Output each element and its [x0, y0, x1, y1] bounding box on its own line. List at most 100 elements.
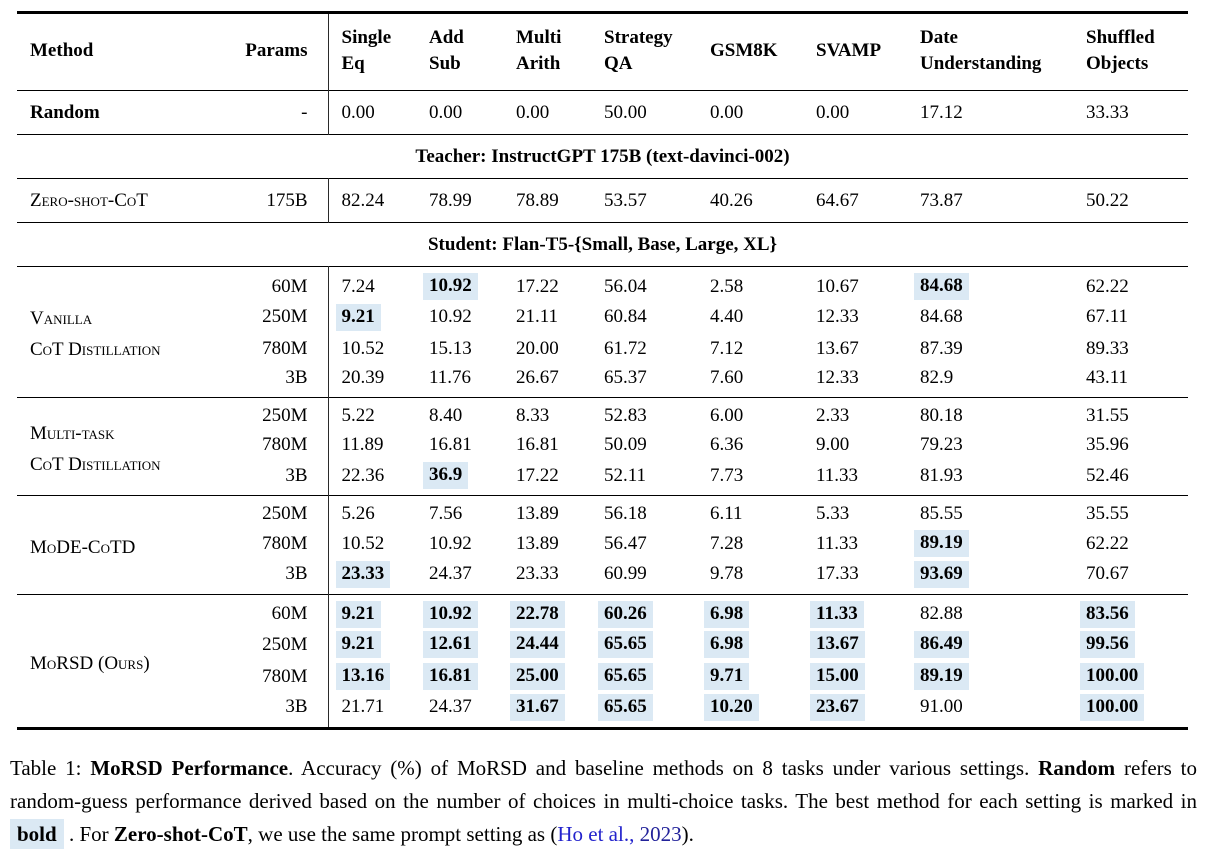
- score-cell: 16.81: [429, 434, 472, 455]
- highlighted-best-value: 9.21: [335, 600, 381, 628]
- highlighted-best-value: 23.33: [335, 560, 391, 588]
- citation-link[interactable]: Ho et al.,: [557, 821, 635, 846]
- score-cell: 31.67: [503, 693, 591, 729]
- score-cell: 67.11: [1086, 306, 1129, 327]
- score-cell: 50.09: [604, 434, 647, 455]
- header-row: Method Params Single Eq Add Sub Multi Ar…: [17, 12, 1188, 91]
- score-cell: 40.26: [710, 189, 753, 211]
- score-cell: 89.33: [1086, 338, 1129, 359]
- score-cell: 10.52: [327, 333, 416, 365]
- method-label: Zero-shot-CoT: [30, 190, 148, 211]
- score-cell: 11.33: [816, 464, 859, 486]
- highlighted-best-value: 25.00: [510, 663, 565, 690]
- score-cell: 2.58: [710, 275, 744, 297]
- score-cell: 82.88: [920, 603, 963, 624]
- score-cell: 26.67: [516, 367, 559, 389]
- score-cell: 36.9: [416, 461, 503, 496]
- score-cell: 60.26: [591, 594, 697, 629]
- score-cell: 91.00: [920, 696, 963, 717]
- score-cell: 0.00: [816, 101, 850, 123]
- score-cell: 35.96: [1086, 434, 1129, 455]
- table-row: 3B 23.33 24.37 23.33 60.99 9.78 17.33 93.69 70.6…: [17, 559, 1188, 594]
- score-cell: 23.33: [516, 563, 559, 584]
- score-cell: 10.20: [697, 693, 803, 729]
- score-cell: 0.00: [516, 101, 550, 123]
- score-cell: 10.92: [429, 532, 472, 554]
- score-cell: 83.56: [1073, 594, 1188, 629]
- score-cell: 52.46: [1086, 464, 1129, 486]
- highlighted-best-value: 31.67: [510, 693, 565, 721]
- score-cell: 52.11: [604, 464, 647, 486]
- score-cell: 78.99: [429, 189, 472, 211]
- score-cell: 61.72: [604, 338, 647, 359]
- table-row: MoDE-CoTD 250M 5.26 7.56 13.89 56.18 6.11 5.33 8…: [17, 495, 1188, 558]
- score-cell: 24.44: [503, 629, 591, 661]
- score-cell: 7.56: [429, 503, 463, 525]
- score-cell: 17.22: [516, 275, 559, 297]
- score-cell: 17.12: [920, 101, 963, 123]
- score-cell: 89.19: [907, 528, 1073, 560]
- highlighted-best-value: 83.56: [1080, 600, 1135, 628]
- caption-highlight: bold: [10, 818, 64, 849]
- highlighted-best-value: 89.19: [914, 530, 969, 557]
- score-cell: 20.00: [516, 338, 559, 359]
- score-cell: 22.78: [503, 594, 591, 629]
- score-cell: 82.9: [920, 367, 954, 389]
- section-banner-row: Teacher: InstructGPT 175B (text-davinci-…: [17, 135, 1188, 179]
- highlighted-best-value: 65.65: [598, 631, 653, 658]
- params-value: 780M: [262, 338, 308, 359]
- score-cell: 6.98: [697, 594, 803, 629]
- score-cell: 11.33: [803, 594, 907, 629]
- table-header: Method Params Single Eq Add Sub Multi Ar…: [17, 12, 1188, 91]
- highlighted-best-value: 84.68: [914, 273, 969, 300]
- score-cell: 65.65: [591, 693, 697, 729]
- column-header-params: Params: [245, 40, 308, 61]
- column-header-multi-arith: Multi Arith: [516, 27, 562, 74]
- score-cell: 9.00: [816, 434, 850, 455]
- score-cell: 0.00: [710, 101, 744, 123]
- highlighted-best-value: 60.26: [598, 600, 653, 628]
- highlighted-best-value: 13.16: [335, 663, 391, 690]
- score-cell: 10.92: [416, 594, 503, 629]
- score-cell: 0.00: [327, 90, 416, 135]
- highlighted-best-value: 86.49: [914, 631, 969, 658]
- score-cell: 12.33: [816, 306, 859, 327]
- table-row: 3B 21.71 24.37 31.67 65.65 10.20 23.67 91.00 100…: [17, 692, 1188, 729]
- highlighted-best-value: 100.00: [1080, 663, 1145, 690]
- table-row: 250M 9.21 12.61 24.44 65.65 6.98 13.67 86.49 99.…: [17, 628, 1188, 661]
- score-cell: 12.61: [416, 629, 503, 661]
- score-cell: 23.33: [327, 559, 416, 594]
- params-value: 3B: [285, 464, 308, 486]
- score-cell: 13.67: [816, 338, 859, 359]
- score-cell: 78.89: [516, 189, 559, 211]
- score-cell: 13.16: [327, 660, 416, 693]
- method-label: Vanilla CoT Distillation: [30, 308, 161, 361]
- score-cell: 6.36: [710, 434, 744, 455]
- caption-segment: refers to random-guess performance deriv…: [10, 755, 1197, 813]
- score-cell: 6.11: [710, 503, 743, 525]
- score-cell: 4.40: [710, 306, 744, 327]
- params-value: 3B: [285, 563, 308, 584]
- score-cell: 31.55: [1086, 404, 1129, 426]
- table-row: Zero-shot-CoT 175B 82.24 78.99 78.89 53.57 40.…: [17, 178, 1188, 223]
- score-cell: 65.65: [591, 661, 697, 693]
- highlighted-best-value: 65.65: [598, 693, 653, 721]
- column-header-svamp: SVAMP: [816, 40, 882, 61]
- params-value: 250M: [262, 503, 308, 525]
- score-cell: 65.37: [604, 367, 647, 389]
- params-value: 250M: [262, 404, 308, 426]
- caption-segment: MoRSD Performance: [90, 755, 289, 780]
- column-header-single-eq: Single Eq: [327, 12, 416, 91]
- score-cell: 17.33: [816, 563, 859, 584]
- column-header-add-sub: Add Sub: [429, 27, 464, 74]
- params-value: 3B: [285, 367, 308, 389]
- score-cell: 16.81: [516, 434, 559, 455]
- score-cell: 80.18: [920, 404, 963, 426]
- score-cell: 56.04: [604, 275, 647, 297]
- highlighted-best-value: 99.56: [1080, 631, 1135, 658]
- column-header-gsm8k: GSM8K: [710, 40, 778, 61]
- citation-link[interactable]: 2023: [639, 821, 682, 846]
- params-value: 60M: [271, 603, 308, 624]
- highlighted-best-value: 10.92: [423, 600, 478, 628]
